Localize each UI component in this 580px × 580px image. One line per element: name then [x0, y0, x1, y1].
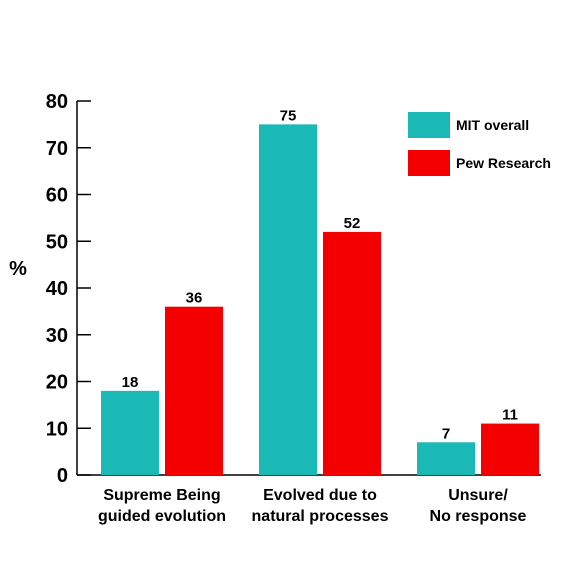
y-tick-label: 30 — [46, 325, 68, 347]
bar — [259, 124, 317, 475]
y-tick-label: 70 — [46, 138, 68, 160]
bar — [101, 390, 159, 475]
legend: MIT overall Pew Research — [408, 112, 551, 176]
legend-swatch — [408, 150, 450, 176]
category-label: natural processes — [252, 508, 389, 525]
data-label: 75 — [280, 107, 297, 124]
axes: 0 10 20 30 40 50 60 70 80 Supreme Being guided evo… — [46, 91, 541, 525]
bars: 18 36 75 52 7 11 — [101, 107, 539, 475]
category-label: guided evolution — [98, 508, 226, 525]
data-label: 52 — [344, 215, 361, 232]
bar — [481, 423, 539, 475]
y-tick-label: 60 — [46, 185, 68, 207]
category-label: No response — [430, 508, 527, 525]
category-label: Evolved due to — [263, 487, 377, 504]
data-label: 11 — [502, 407, 518, 424]
legend-label: Pew Research — [456, 155, 551, 171]
legend-swatch — [408, 112, 450, 138]
data-label: 18 — [122, 374, 139, 391]
category-label: Unsure/ — [448, 487, 508, 504]
data-label: 36 — [186, 290, 203, 307]
y-tick-label: 0 — [57, 465, 68, 487]
category-label: Supreme Being — [103, 487, 220, 504]
y-tick-label: 40 — [46, 278, 68, 300]
y-tick-label: 20 — [46, 372, 68, 394]
y-axis-label: % — [9, 258, 27, 280]
y-tick-label: 80 — [46, 91, 68, 113]
y-tick-label: 10 — [46, 418, 68, 440]
bar — [165, 306, 223, 475]
bar — [417, 442, 475, 475]
legend-label: MIT overall — [456, 117, 529, 133]
bar — [323, 231, 381, 475]
y-tick-label: 50 — [46, 231, 68, 253]
data-label: 7 — [442, 425, 450, 442]
